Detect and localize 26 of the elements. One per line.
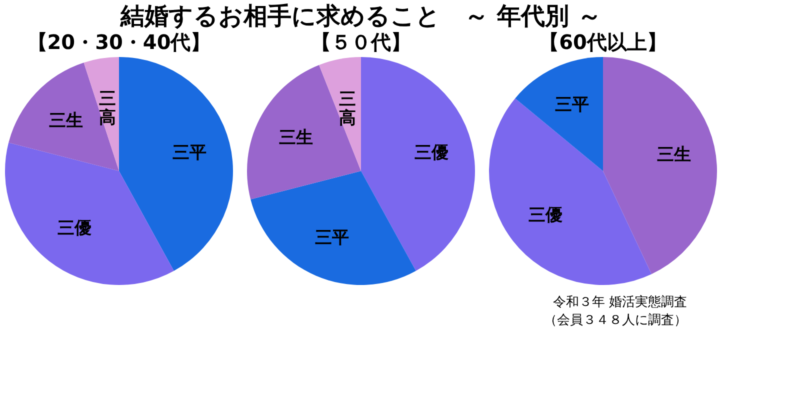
slice-label: 三平 (172, 142, 207, 163)
pie-slice (515, 57, 603, 171)
slice-label: 三平 (554, 94, 589, 115)
chart-subtitle: 【20・30・40代】 (27, 30, 211, 54)
pie-slice (603, 57, 717, 274)
pie-slice (5, 142, 174, 285)
slice-label: 三生 (278, 128, 313, 148)
pie-slice (247, 65, 361, 200)
slice-label: 三優 (57, 218, 92, 239)
chart-subtitle: 【60代以上】 (539, 30, 667, 54)
slice-label: 三優 (414, 142, 449, 163)
pie-slice (250, 171, 416, 285)
chart-subtitle: 【５０代】 (311, 30, 411, 54)
pie-slice (361, 57, 475, 271)
slice-label: 三生 (48, 111, 83, 132)
text: （会員３４８人に調査） (544, 313, 687, 328)
text: 令和３年 婚活実態調査 (552, 294, 687, 310)
pie-slice (8, 62, 119, 171)
pie-slice (489, 98, 652, 285)
text: 結婚するお相手に求めること ～ 年代別 ～ (120, 2, 602, 30)
slice-label: 三生 (657, 145, 692, 166)
pie-slice (119, 57, 233, 271)
slice-label: 三高 (99, 88, 116, 128)
slice-label: 三優 (528, 206, 562, 226)
slice-label: 三高 (338, 89, 356, 128)
slice-label: 三平 (315, 228, 350, 248)
